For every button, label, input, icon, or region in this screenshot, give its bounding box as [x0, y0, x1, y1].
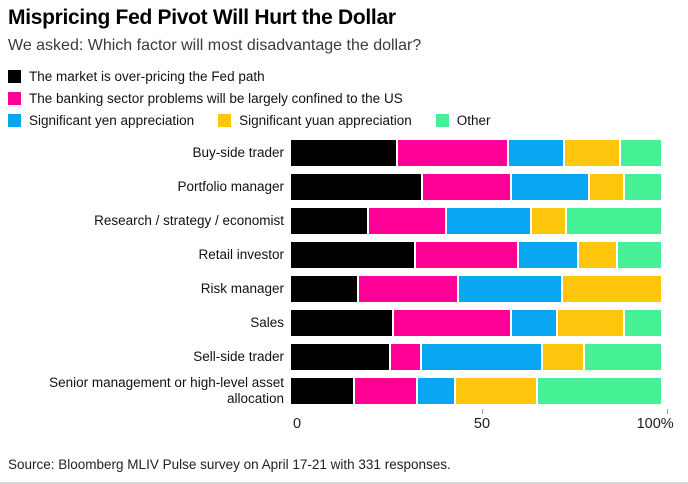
legend-swatch-icon — [8, 113, 21, 127]
legend-item: Significant yuan appreciation — [218, 113, 412, 128]
legend-swatch-icon — [8, 91, 21, 105]
legend-item: The market is over-pricing the Fed path — [8, 69, 265, 84]
legend-row: The banking sector problems will be larg… — [8, 87, 688, 109]
bar-segment — [418, 378, 455, 404]
category-label: Buy-side trader — [192, 145, 284, 161]
bar-segment — [291, 378, 353, 404]
bar-segment — [291, 174, 422, 200]
bar-row: Sales — [6, 306, 688, 340]
legend-label: Other — [456, 112, 491, 128]
category-label: Portfolio manager — [177, 179, 284, 195]
bar-segment — [291, 140, 396, 166]
bar-segment — [291, 242, 415, 268]
bar-segment — [562, 276, 661, 302]
axis-tick-50 — [482, 409, 483, 414]
legend-swatch-icon — [8, 69, 21, 83]
bar-segment — [423, 174, 511, 200]
bar-track — [291, 276, 661, 302]
bar-segment — [458, 276, 561, 302]
x-axis: 0 50 100% — [293, 408, 674, 434]
axis-label-50: 50 — [473, 416, 491, 432]
legend-row: Significant yen appreciation Significant … — [8, 109, 688, 131]
bar-segment — [590, 174, 623, 200]
bar-row: Senior management or high-level asset al… — [6, 374, 688, 408]
bars: Buy-side trader Portfolio manager Research… — [6, 136, 688, 408]
bar-segment — [621, 140, 661, 166]
legend-label: Significant yuan appreciation — [239, 112, 412, 128]
bar-segment — [291, 344, 389, 370]
bar-segment — [566, 208, 661, 234]
legend-item: The banking sector problems will be larg… — [8, 91, 403, 106]
bar-segment — [557, 310, 623, 336]
bar-row: Portfolio manager — [6, 170, 688, 204]
bar-segment — [564, 140, 620, 166]
bar-segment — [358, 276, 457, 302]
bar-segment — [447, 208, 531, 234]
bar-track — [291, 140, 661, 166]
bar-segment — [397, 140, 507, 166]
legend: The market is over-pricing the Fed path T… — [6, 65, 688, 131]
category-label: Sell-side trader — [193, 349, 284, 365]
bar-segment — [512, 174, 589, 200]
legend-item: Other — [435, 112, 491, 128]
bar-segment — [421, 344, 542, 370]
legend-item: Significant yen appreciation — [8, 113, 194, 128]
bar-track — [291, 208, 661, 234]
category-label: Sales — [250, 315, 284, 331]
bar-segment — [390, 344, 420, 370]
bar-segment — [354, 378, 417, 404]
bar-track — [291, 344, 661, 370]
bar-segment — [508, 140, 563, 166]
bar-track — [291, 310, 661, 336]
category-label: Senior management or high-level asset al… — [49, 375, 284, 406]
axis-tick-100 — [667, 409, 668, 414]
bar-track — [291, 174, 661, 200]
bar-segment — [624, 174, 661, 200]
page-title: Mispricing Fed Pivot Will Hurt the Dolla… — [8, 6, 396, 29]
bar-segment — [584, 344, 661, 370]
bar-segment — [456, 378, 536, 404]
legend-label: The market is over-pricing the Fed path — [29, 68, 265, 84]
chart-subtitle: We asked: Which factor will most disadva… — [8, 37, 422, 54]
bar-track — [291, 242, 661, 268]
axis-label-0: 0 — [292, 416, 302, 432]
bar-segment — [291, 208, 368, 234]
bar-segment — [512, 310, 556, 336]
category-label: Risk manager — [200, 281, 284, 297]
category-label: Retail investor — [198, 247, 284, 263]
bar-segment — [291, 276, 357, 302]
bar-segment — [537, 378, 662, 404]
bar-segment — [579, 242, 616, 268]
axis-label-100: 100% — [636, 416, 674, 432]
bar-segment — [369, 208, 446, 234]
bar-row: Sell-side trader — [6, 340, 688, 374]
legend-row: The market is over-pricing the Fed path — [8, 65, 688, 87]
bar-segment — [394, 310, 511, 336]
bar-row: Buy-side trader — [6, 136, 688, 170]
bar-segment — [532, 208, 565, 234]
bar-row: Risk manager — [6, 272, 688, 306]
bar-row: Research / strategy / economist — [6, 204, 688, 238]
bar-segment — [416, 242, 518, 268]
bar-track — [291, 378, 662, 404]
legend-label: Significant yen appreciation — [29, 112, 195, 128]
bar-segment — [291, 310, 393, 336]
legend-label: The banking sector problems will be larg… — [29, 90, 403, 106]
category-label: Research / strategy / economist — [94, 213, 284, 229]
legend-swatch-icon — [435, 113, 449, 127]
bar-segment — [617, 242, 661, 268]
bar-row: Retail investor — [6, 238, 688, 272]
bar-segment — [624, 310, 661, 336]
bar-segment — [543, 344, 583, 370]
source-note: Source: Bloomberg MLIV Pulse survey on A… — [8, 457, 451, 472]
bar-segment — [519, 242, 578, 268]
legend-swatch-icon — [218, 113, 232, 127]
